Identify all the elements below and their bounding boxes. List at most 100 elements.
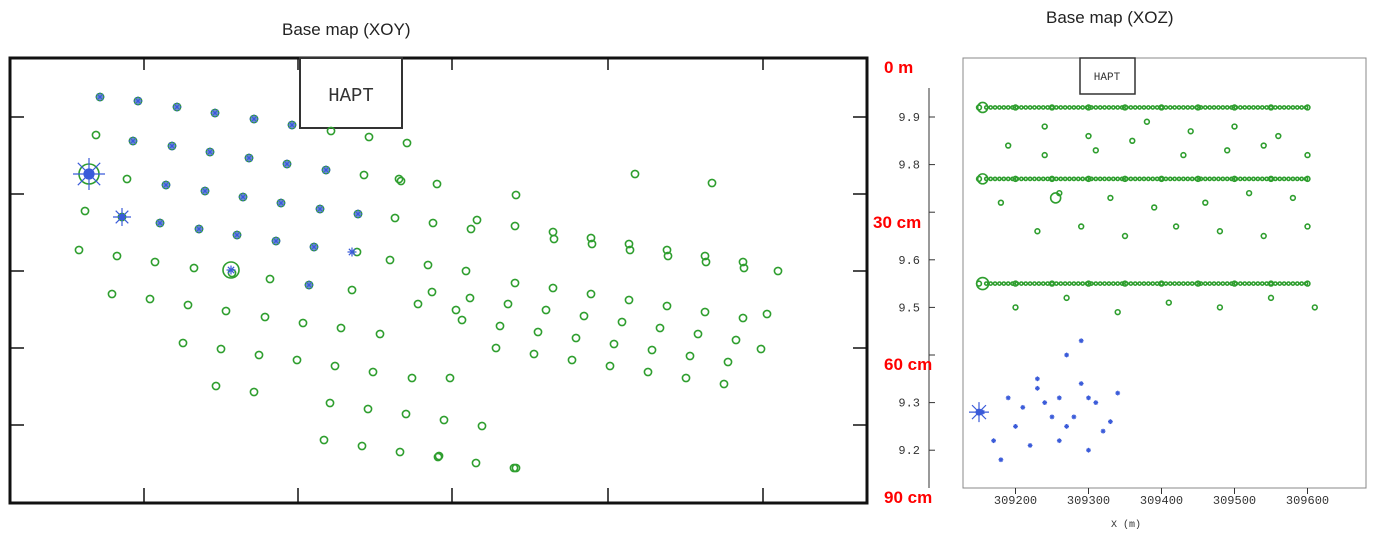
xoz-green-row-point bbox=[1145, 281, 1151, 287]
xoz-blue-point bbox=[1049, 414, 1055, 420]
xoz-green-row-point bbox=[1167, 105, 1173, 110]
xoy-chart: HAPT bbox=[8, 56, 869, 505]
xoz-y-tick-label: 9.9 bbox=[898, 111, 920, 125]
xoz-green-row-point bbox=[1097, 176, 1103, 182]
xoz-green-row-point bbox=[1145, 105, 1151, 110]
xoy-green-point bbox=[693, 329, 703, 339]
xoy-blue-point bbox=[155, 218, 165, 228]
xoz-green-row-point bbox=[1132, 105, 1138, 110]
xoz-green-row-point bbox=[1181, 105, 1186, 110]
xoz-blue-point bbox=[1093, 400, 1099, 405]
xoy-green-point bbox=[254, 350, 264, 360]
xoz-green-point bbox=[1187, 128, 1194, 135]
xoy-blue-point bbox=[128, 136, 138, 146]
xoz-green-row-point bbox=[992, 281, 998, 287]
xoz-green-row-point bbox=[1290, 176, 1296, 182]
xoz-green-row-point bbox=[1233, 176, 1239, 182]
xoz-green-point bbox=[1260, 232, 1267, 240]
xoz-green-row-point bbox=[1207, 105, 1213, 110]
xoy-green-point bbox=[731, 335, 741, 345]
xoy-blue-point bbox=[282, 159, 292, 169]
xoy-green-point bbox=[510, 221, 520, 231]
xoy-green-point bbox=[385, 255, 395, 265]
xoz-blue-point bbox=[1013, 424, 1018, 429]
xoz-green-row-point bbox=[1045, 105, 1051, 110]
xoy-blue-point bbox=[249, 114, 259, 124]
xoz-blue-point-large bbox=[969, 402, 989, 423]
xoz-green-point bbox=[1107, 194, 1114, 202]
xoz-green-row-point bbox=[1290, 105, 1296, 110]
xoz-green-row-point bbox=[1268, 281, 1274, 287]
xoz-green-row-point bbox=[1053, 105, 1059, 110]
xoz-blue-point bbox=[1086, 395, 1091, 401]
xoz-green-point bbox=[1216, 228, 1224, 235]
xoz-green-row-point bbox=[1176, 176, 1182, 182]
xoz-green-row-point bbox=[1032, 176, 1037, 182]
xoy-green-point bbox=[357, 441, 367, 451]
xoy-green-point bbox=[107, 289, 117, 299]
xoz-green-row-point bbox=[997, 105, 1002, 110]
xoz-green-row-point bbox=[1032, 105, 1037, 110]
xoz-green-row-point bbox=[1040, 105, 1046, 110]
xoz-blue-point bbox=[1064, 352, 1069, 358]
xoz-green-row-point bbox=[1093, 176, 1099, 182]
xoz-green-point bbox=[1129, 137, 1136, 145]
xoz-green-row-point bbox=[1080, 281, 1086, 287]
xoz-hapt-box bbox=[1079, 57, 1136, 95]
xoy-blue-point bbox=[95, 92, 105, 102]
xoz-green-row-point bbox=[988, 105, 994, 110]
xoy-green-point bbox=[249, 387, 259, 397]
xoz-green-point bbox=[1085, 132, 1092, 140]
xoy-green-point bbox=[74, 245, 84, 255]
xoz-green-row-point bbox=[1128, 176, 1134, 182]
xoz-green-row-point bbox=[1115, 281, 1121, 287]
xoy-blue-point bbox=[210, 108, 220, 118]
xoz-green-point bbox=[1063, 294, 1070, 302]
xoz-green-point bbox=[1289, 194, 1297, 202]
xoz-green-row-point bbox=[1084, 281, 1090, 287]
xoy-green-point bbox=[439, 415, 449, 425]
xoz-green-point bbox=[1012, 304, 1019, 311]
xoz-blue-point bbox=[1020, 404, 1026, 410]
xoz-green-point bbox=[1077, 223, 1085, 230]
xoz-green-row-point bbox=[1075, 105, 1081, 110]
xoz-green-point bbox=[1311, 304, 1319, 311]
xoz-green-row-point bbox=[1049, 105, 1055, 110]
xoz-green-row-point bbox=[1194, 281, 1199, 287]
xoy-green-point bbox=[189, 263, 199, 273]
xoz-green-row-point bbox=[1224, 176, 1230, 182]
xoz-green-row-point bbox=[1141, 281, 1147, 287]
xoz-green-row-point bbox=[1124, 105, 1129, 110]
xoz-green-row-point bbox=[1067, 176, 1072, 182]
xoy-green-point bbox=[432, 179, 442, 189]
xoz-green-point bbox=[1202, 199, 1209, 206]
xoz-green-row-point bbox=[992, 176, 998, 182]
xoz-green-point bbox=[1121, 232, 1129, 240]
xoz-green-row-point bbox=[1167, 281, 1173, 287]
xoz-green-row-point bbox=[1176, 105, 1182, 110]
xoz-blue-point bbox=[1115, 390, 1121, 396]
xoz-blue-point bbox=[1035, 376, 1040, 382]
xoy-green-point bbox=[586, 289, 596, 299]
xoz-green-row-point bbox=[1229, 281, 1234, 287]
xoz-green-row-point bbox=[1281, 281, 1287, 287]
xoz-green-row-point bbox=[1018, 281, 1024, 287]
xoy-hapt-box bbox=[299, 57, 403, 129]
xoz-green-row-point bbox=[1181, 281, 1186, 287]
xoz-green-row-point bbox=[1294, 281, 1300, 287]
xoz-chart: 309200 309300 309400 309500 309600 9.9 9.8 9.6 9… bbox=[873, 57, 1367, 531]
xoz-green-row-point bbox=[1045, 281, 1051, 287]
xoz-green-row-point bbox=[1211, 176, 1217, 182]
xoz-green-row-point bbox=[1071, 281, 1077, 287]
xoz-green-point bbox=[1172, 223, 1180, 230]
xoy-blue-point bbox=[304, 280, 314, 290]
xoy-green-point bbox=[579, 311, 589, 321]
xoz-green-row-point bbox=[1198, 176, 1204, 182]
xoz-green-row-point bbox=[1163, 105, 1169, 110]
xoz-green-row-point bbox=[1115, 105, 1121, 110]
xoz-green-row-point bbox=[1255, 281, 1261, 287]
xoy-blue-point bbox=[200, 186, 210, 196]
xoz-green-row-point bbox=[1150, 281, 1156, 287]
xoz-green-row-point bbox=[1159, 105, 1164, 110]
